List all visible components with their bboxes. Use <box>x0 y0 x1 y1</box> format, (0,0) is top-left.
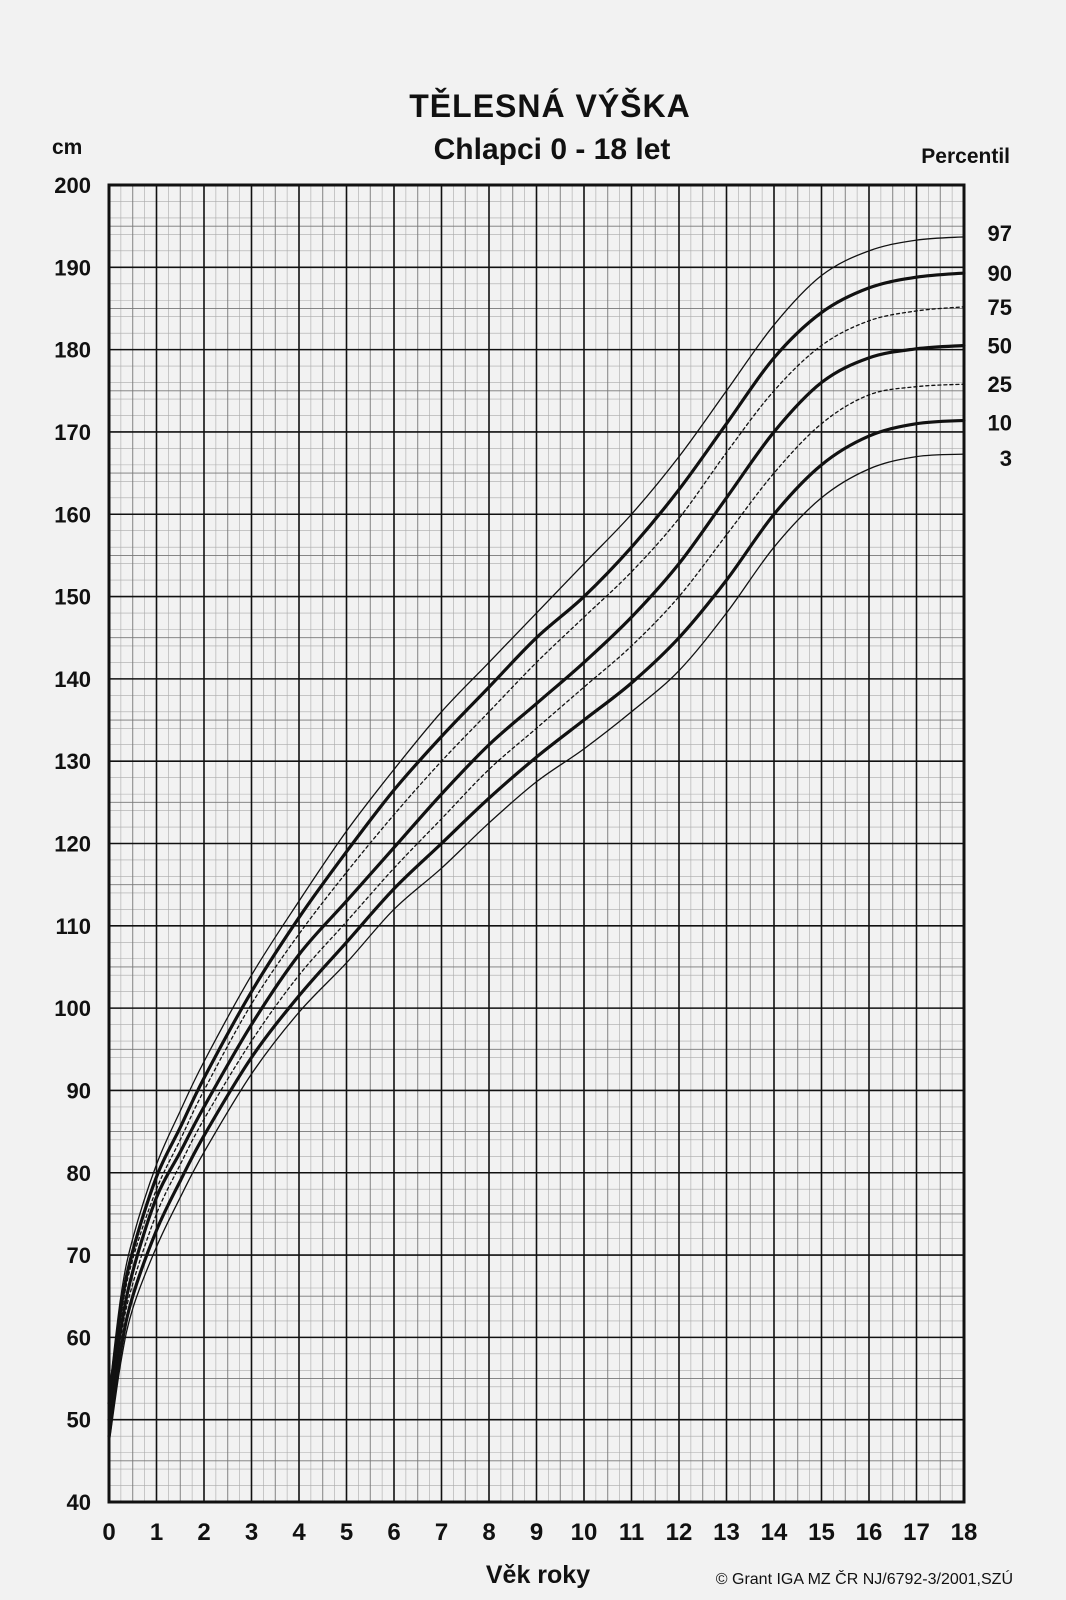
copyright-notice: © Grant IGA MZ ČR NJ/6792-3/2001,SZÚ <box>716 1569 1013 1588</box>
percentile-97-label: 97 <box>988 221 1012 246</box>
y-axis-unit-label: cm <box>52 136 82 159</box>
x-tick-label: 7 <box>435 1519 448 1546</box>
x-tick-label: 1 <box>150 1519 163 1546</box>
percentile-3-label: 3 <box>1000 446 1012 471</box>
percentile-curves <box>107 236 966 1446</box>
y-tick-label: 80 <box>67 1161 91 1186</box>
chart-title: TĚLESNÁ VÝŠKA <box>409 88 690 124</box>
x-tick-label: 10 <box>571 1519 598 1546</box>
percentile-10-line <box>107 418 966 1438</box>
x-tick-label: 2 <box>197 1519 210 1546</box>
y-tick-label: 130 <box>54 749 91 774</box>
y-axis-ticks: 40 50 60 70 80 90 100 110 120 130 140 150 160 170 180 1… <box>54 173 91 1515</box>
percentile-75-line <box>108 306 965 1413</box>
x-tick-label: 11 <box>619 1519 644 1546</box>
x-tick-label: 17 <box>903 1519 930 1546</box>
x-tick-label: 8 <box>482 1519 495 1546</box>
y-tick-label: 180 <box>54 338 91 363</box>
y-tick-label: 110 <box>56 914 92 939</box>
y-tick-label: 190 <box>54 255 91 280</box>
x-tick-label: 12 <box>666 1519 693 1546</box>
y-tick-label: 100 <box>54 996 91 1021</box>
percentile-25-label: 25 <box>988 372 1012 397</box>
plot-frame <box>107 183 966 1504</box>
x-tick-label: 9 <box>530 1519 543 1546</box>
y-tick-label: 70 <box>67 1243 91 1268</box>
y-tick-label: 140 <box>54 667 91 692</box>
y-tick-label: 200 <box>54 173 91 198</box>
y-tick-label: 60 <box>67 1325 91 1350</box>
y-tick-label: 90 <box>67 1078 91 1103</box>
x-tick-label: 6 <box>387 1519 400 1546</box>
y-tick-label: 170 <box>54 420 91 445</box>
x-tick-label: 3 <box>245 1519 258 1546</box>
y-tick-label: 120 <box>54 832 91 857</box>
y-tick-label: 40 <box>67 1490 91 1515</box>
percentile-50-label: 50 <box>988 334 1012 359</box>
x-tick-label: 13 <box>713 1519 740 1546</box>
x-tick-label: 18 <box>951 1519 978 1546</box>
y-tick-label: 160 <box>54 502 91 527</box>
x-tick-label: 16 <box>856 1519 883 1546</box>
percentile-labels: 97 90 75 50 25 10 3 <box>988 221 1012 471</box>
x-tick-label: 15 <box>808 1519 835 1546</box>
x-axis-label: Věk roky <box>486 1561 590 1589</box>
x-tick-label: 5 <box>340 1519 353 1546</box>
x-tick-label: 14 <box>761 1519 788 1546</box>
percentile-10-label: 10 <box>988 410 1012 435</box>
percentile-50-line <box>107 343 966 1422</box>
percentile-25-line <box>108 383 965 1429</box>
x-tick-label: 0 <box>102 1519 115 1546</box>
y-tick-label: 50 <box>67 1408 91 1433</box>
percentile-75-label: 75 <box>988 295 1012 320</box>
percentile-90-label: 90 <box>988 261 1012 286</box>
x-tick-label: 4 <box>292 1519 306 1546</box>
percentile-97-line <box>108 236 965 1396</box>
major-gridlines <box>108 184 965 1503</box>
x-axis-ticks: 0 1 2 3 4 5 6 7 8 9 10 11 12 13 14 15 16 17 18 <box>102 1519 977 1546</box>
percentile-3-line <box>108 453 965 1446</box>
legend-title: Percentil <box>921 145 1010 168</box>
percentile-90-line <box>107 271 966 1405</box>
y-tick-label: 150 <box>54 585 91 610</box>
chart-subtitle: Chlapci 0 - 18 let <box>434 133 671 166</box>
